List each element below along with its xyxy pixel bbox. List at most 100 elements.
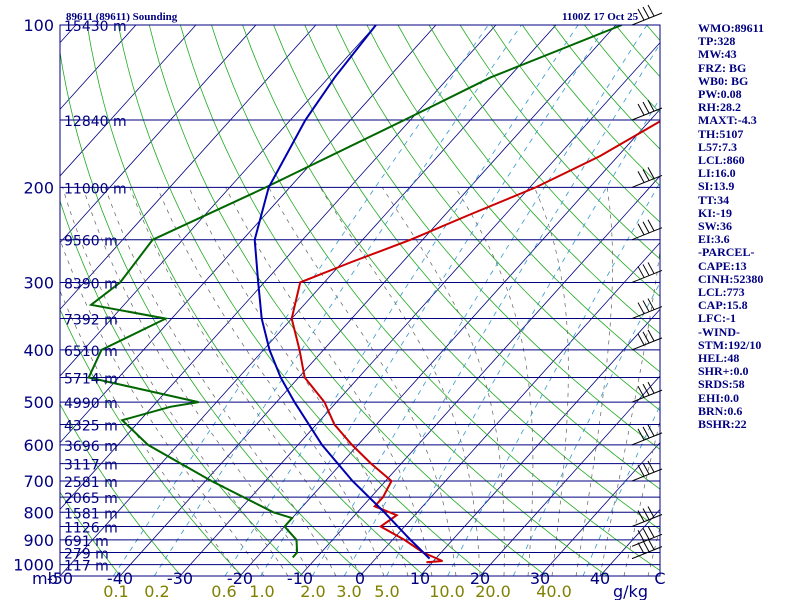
index-line: CINH:52380 <box>698 271 764 286</box>
index-line: CAP:15.8 <box>698 298 748 313</box>
wind-barb-flag <box>647 219 655 231</box>
dry-adiabat-line <box>60 403 182 576</box>
isotherm-line <box>239 108 660 576</box>
moist-adiabat-line <box>188 187 409 576</box>
wind-barb-flag <box>647 526 655 538</box>
wind-barb-staff <box>631 389 663 403</box>
wind-barb <box>631 538 663 560</box>
temperature-tick-label: 40 <box>590 569 610 588</box>
isotherm-line <box>419 308 660 576</box>
wind-barb-staff <box>631 337 663 351</box>
dry-adiabat-line <box>148 25 547 576</box>
height-label: 1126 m <box>64 520 118 536</box>
wind-barb-flag <box>647 99 655 112</box>
pressure-tick-label: 100 <box>23 16 54 35</box>
mixing-ratio-tick-label: 0.1 <box>103 582 128 600</box>
wind-barb-flag <box>637 103 645 116</box>
height-label: 1581 m <box>64 506 118 522</box>
mixing-ratio-line <box>582 404 660 576</box>
height-label: 7392 m <box>64 313 118 329</box>
index-line: HEL:48 <box>698 351 740 366</box>
mixing-ratio-line <box>386 97 660 576</box>
isotherm-line <box>359 242 660 576</box>
temperature-tick-label: 30 <box>530 569 550 588</box>
height-label: 11000 m <box>64 181 127 197</box>
wind-barb-flag <box>647 167 655 179</box>
wind-barb <box>631 329 663 351</box>
mixing-ratio-tick-label: 5.0 <box>374 582 399 600</box>
wind-barb-staff <box>631 306 663 320</box>
dewpoint-profile <box>87 25 623 559</box>
wind-barb-flag <box>642 426 650 439</box>
wind-barb <box>631 262 663 283</box>
dry-adiabat-line <box>397 25 660 335</box>
parcel-profile <box>253 25 431 560</box>
wind-barb <box>631 167 663 188</box>
wind-barb <box>631 460 663 482</box>
moist-adiabat-line <box>62 187 289 576</box>
mixing-ratio-tick-label: 0.2 <box>144 582 169 600</box>
index-line: LI:16.0 <box>698 166 736 181</box>
isotherm-line <box>60 25 257 244</box>
mixing-ratio-line <box>260 25 607 576</box>
isotherm-line <box>60 25 197 177</box>
temperature-tick-label: -50 <box>47 569 73 588</box>
isotherm-line <box>479 375 660 576</box>
chart-title: 89611 (89611) Sounding <box>66 11 178 23</box>
wind-barb-flag <box>642 264 650 276</box>
wind-barb-flag <box>637 266 645 278</box>
pressure-axis-label: mb <box>32 569 58 588</box>
isotherm-line <box>179 42 660 576</box>
moist-adiabat-line <box>268 187 457 576</box>
wind-barb <box>631 4 663 26</box>
temperature-tick-label: -20 <box>227 569 253 588</box>
index-line: EI:3.6 <box>698 232 730 247</box>
height-label: 8390 m <box>64 276 118 292</box>
wind-barb-flag <box>642 462 650 475</box>
index-line: RH:28.2 <box>698 100 741 115</box>
moist-adiabat-line <box>575 187 613 576</box>
wind-barb-flag <box>642 383 650 396</box>
dry-adiabat-line <box>459 25 660 260</box>
moist-adiabat-line <box>599 248 660 576</box>
wind-barb-flag <box>647 424 655 437</box>
mixing-ratio-line <box>311 25 648 576</box>
mixing-ratio-line <box>447 181 660 576</box>
wind-barb-staff <box>631 514 663 527</box>
dry-adiabat-line <box>86 25 425 576</box>
height-label: 9560 m <box>64 234 118 250</box>
wind-barb-flag <box>647 4 655 17</box>
temperature-tick-label: -30 <box>167 569 193 588</box>
pressure-tick-label: 300 <box>23 273 54 292</box>
wind-barb <box>631 506 663 527</box>
height-label: 5714 m <box>64 371 118 387</box>
moist-adiabat-line <box>104 187 337 576</box>
wind-barb-flag <box>642 101 650 114</box>
pressure-tick-label: 700 <box>23 472 54 491</box>
index-line: TP:328 <box>698 34 736 49</box>
wind-barb-flag <box>642 508 650 520</box>
wind-barb-flag <box>642 540 650 552</box>
wind-barb <box>631 381 663 403</box>
isotherm-line <box>539 442 660 576</box>
wind-barb <box>631 526 663 547</box>
moist-adiabat-line <box>382 187 505 576</box>
height-label: 279 m <box>64 547 109 563</box>
index-line: SHR+:0.0 <box>698 364 749 379</box>
height-label: 4325 m <box>64 418 118 434</box>
dry-adiabat-line <box>211 25 660 572</box>
mixing-ratio-tick-label: 10.0 <box>429 582 465 600</box>
moist-adiabat-line <box>225 187 433 576</box>
temperature-tick-label: -10 <box>287 569 313 588</box>
mixing-ratio-line <box>153 25 522 576</box>
wind-barb-flag <box>642 331 650 344</box>
height-label: 3117 m <box>64 458 118 474</box>
dry-adiabat-line <box>180 25 608 576</box>
dry-adiabat-line <box>273 25 660 490</box>
stability-indices-panel: WMO:89611 TP:328 MW:43 FRZ: BG WB0: BG PW:0.0… <box>698 21 798 431</box>
wind-barb-flag <box>637 171 645 183</box>
wind-barb-staff <box>631 12 663 26</box>
mixing-ratio-tick-label: 0.6 <box>211 582 236 600</box>
moist-adiabat-line <box>60 238 265 576</box>
mixing-ratio-tick-label: 20.0 <box>475 582 511 600</box>
